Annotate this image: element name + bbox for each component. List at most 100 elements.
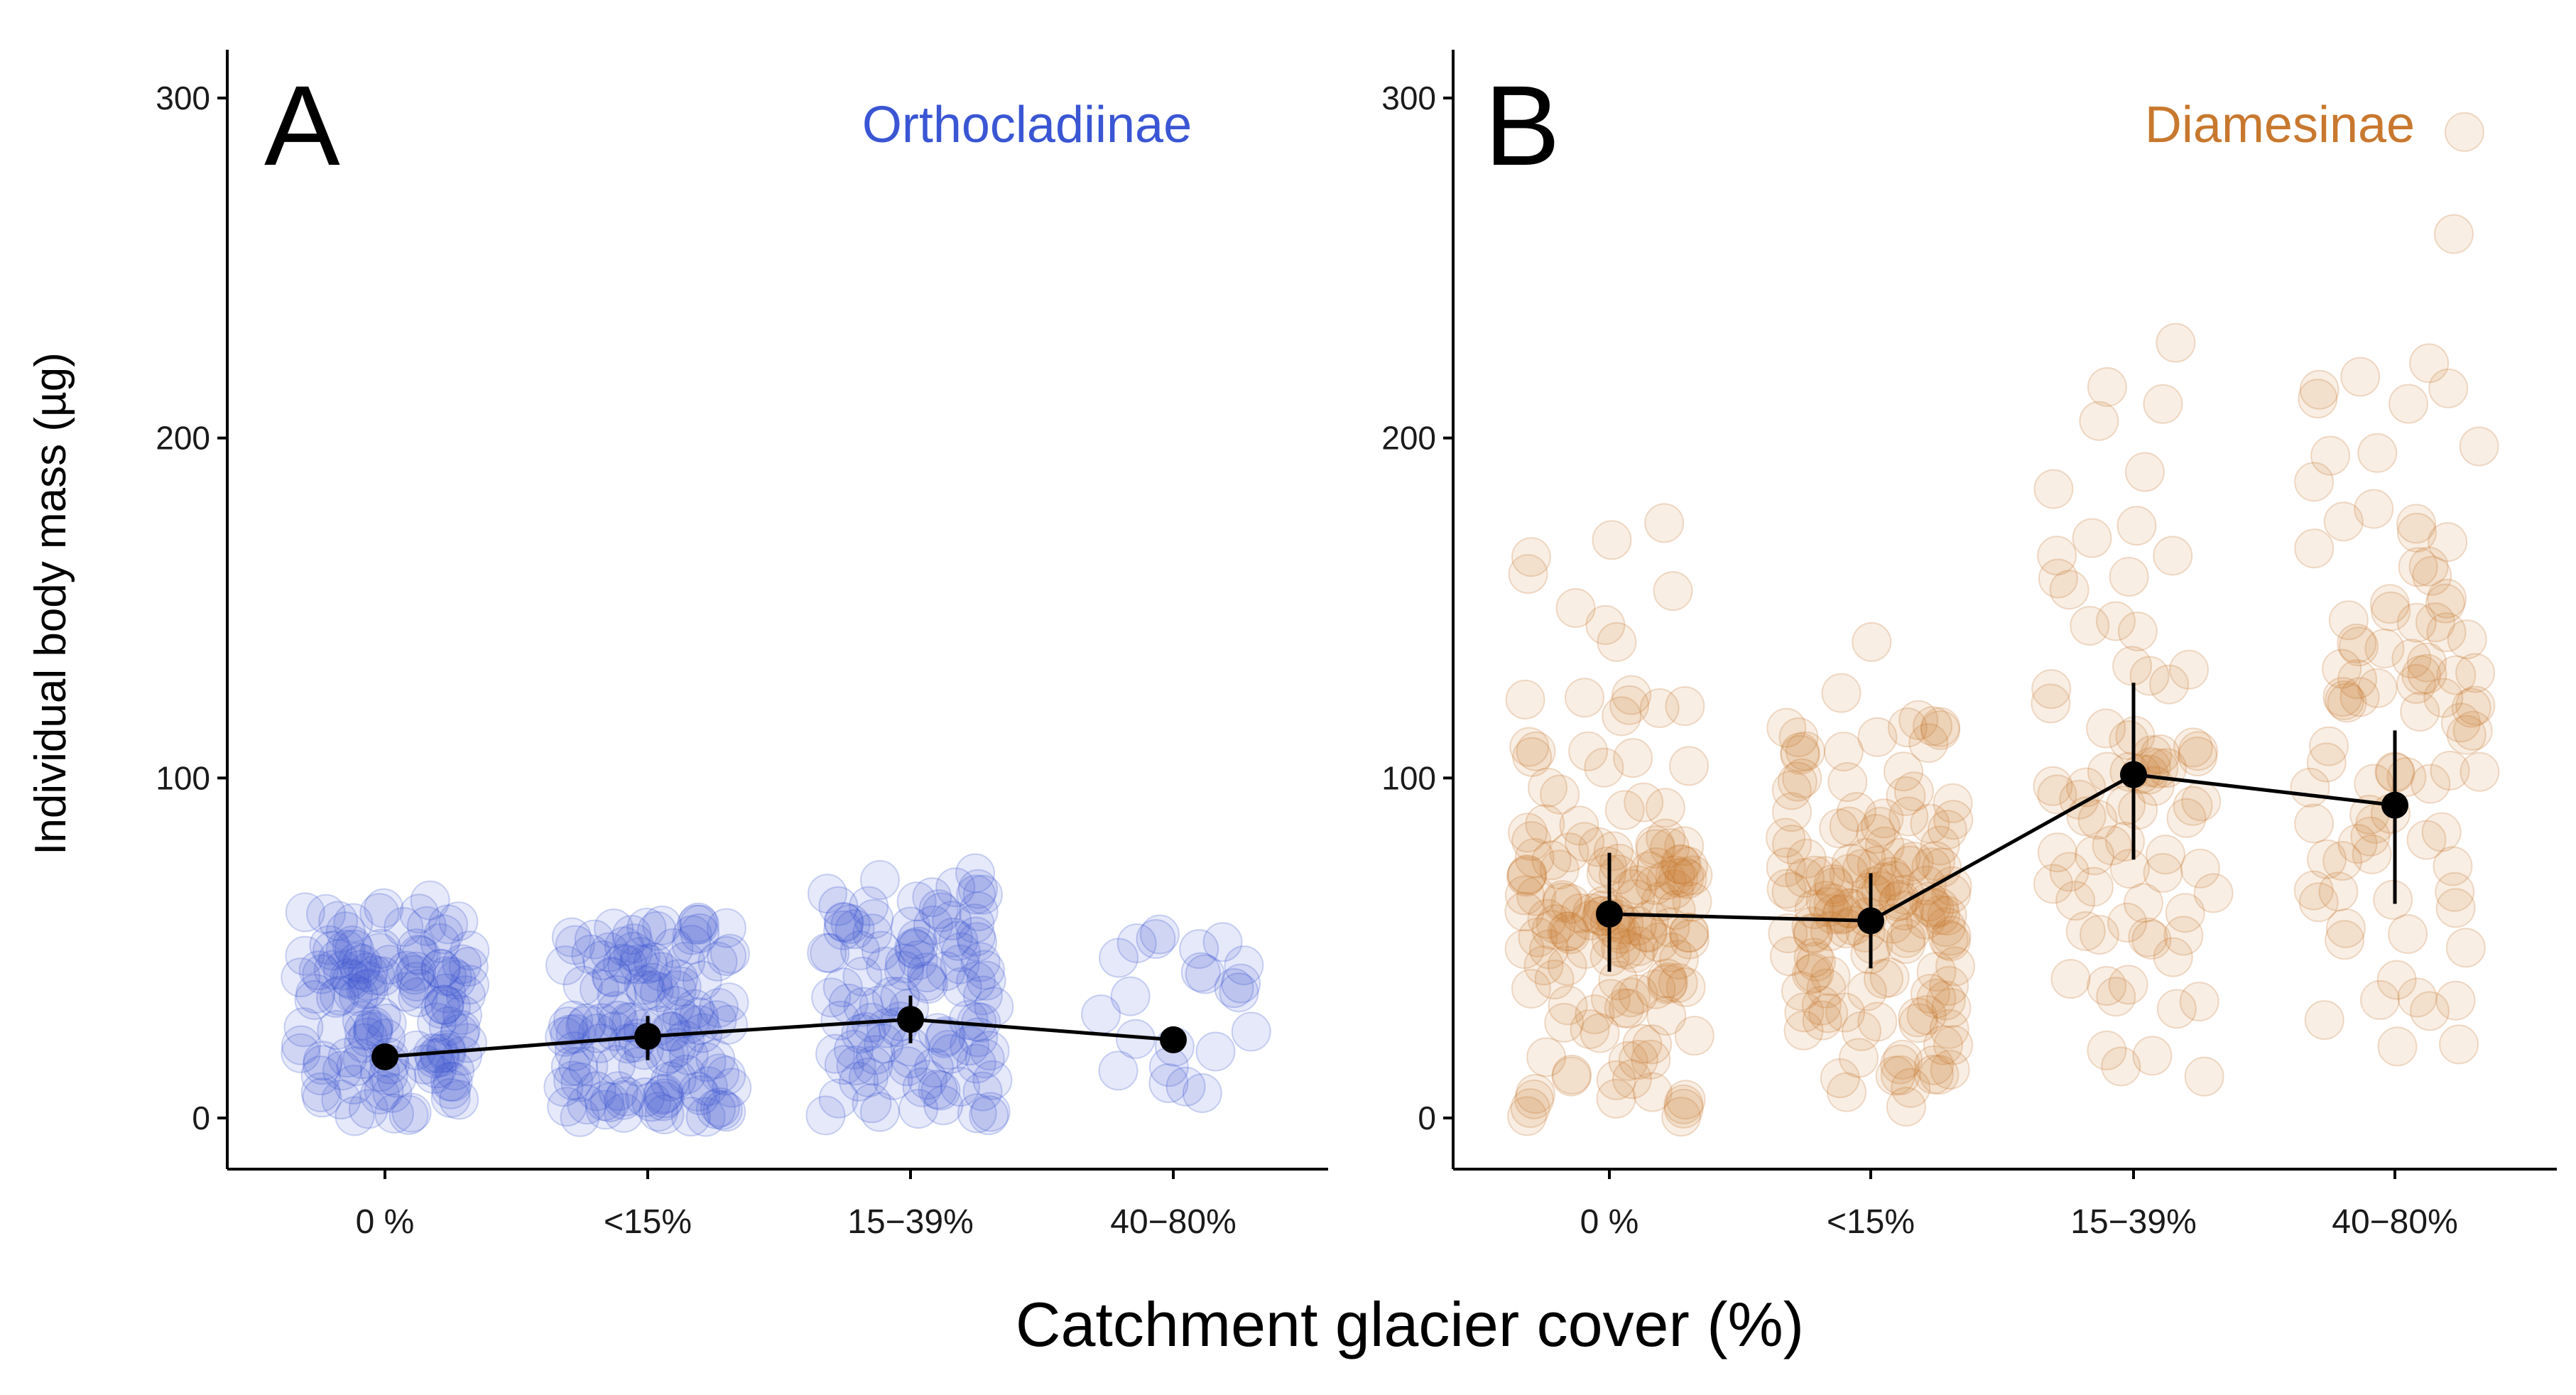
points-group	[1504, 112, 2500, 1137]
data-point	[2101, 1046, 2141, 1087]
data-point	[699, 987, 739, 1028]
data-point	[1771, 872, 1812, 912]
data-point	[2086, 708, 2126, 749]
data-point	[2310, 435, 2351, 476]
data-point	[560, 1062, 601, 1102]
data-point	[859, 985, 899, 1026]
data-point	[2436, 655, 2477, 695]
data-point	[2077, 799, 2118, 840]
x-tick-label: 40−80%	[1110, 1203, 1237, 1241]
data-point	[420, 948, 461, 989]
data-point	[396, 1030, 437, 1070]
data-point	[1601, 928, 1641, 968]
data-point	[634, 942, 674, 982]
data-point	[598, 1071, 638, 1112]
data-point	[2149, 664, 2190, 705]
data-point	[818, 1078, 859, 1119]
data-point	[2396, 663, 2437, 704]
data-point	[2168, 649, 2209, 690]
data-point	[1925, 907, 1966, 948]
data-point	[1883, 751, 1923, 792]
data-point	[1632, 1072, 1673, 1112]
data-point	[923, 1085, 964, 1126]
panel-b: 0 100 200 300 0 % <15% 15−39% 40−80% B Diamesinae	[1381, 50, 2557, 1241]
data-point	[855, 1035, 896, 1075]
data-point	[1880, 1055, 1920, 1095]
data-point	[957, 1093, 997, 1134]
data-point	[589, 1082, 630, 1123]
data-point	[1930, 1050, 1970, 1090]
data-point	[553, 1000, 594, 1041]
data-point	[424, 984, 464, 1025]
data-point	[2388, 384, 2429, 424]
data-point	[1906, 899, 1946, 940]
data-point	[604, 926, 644, 967]
data-point	[1549, 911, 1589, 952]
data-point	[818, 886, 859, 926]
data-point	[852, 913, 893, 954]
data-point	[1814, 867, 1854, 908]
data-point	[359, 893, 400, 933]
data-point	[642, 1075, 683, 1115]
data-point	[607, 945, 648, 985]
data-point	[1864, 798, 1904, 839]
data-point	[2075, 835, 2115, 876]
data-point	[396, 928, 437, 969]
data-point	[896, 881, 937, 922]
data-point	[1916, 978, 1957, 1019]
data-point	[2299, 369, 2339, 410]
data-point	[2350, 816, 2391, 857]
data-point	[1618, 974, 1658, 1014]
data-point	[440, 1009, 481, 1050]
data-point	[1231, 1011, 1271, 1052]
data-point	[2037, 536, 2077, 576]
data-point	[678, 1071, 718, 1112]
data-point	[1913, 1054, 1954, 1095]
data-point	[671, 924, 712, 965]
data-point	[1793, 913, 1833, 953]
data-point	[1542, 882, 1582, 923]
data-point	[2401, 655, 2442, 695]
data-point	[956, 961, 996, 1002]
data-point	[1548, 985, 1588, 1026]
data-point	[1639, 688, 1680, 729]
data-point	[1881, 837, 1921, 878]
data-point	[565, 1006, 606, 1046]
data-point	[1631, 1039, 1671, 1080]
data-point	[2435, 872, 2475, 912]
data-point	[1664, 826, 1705, 867]
data-point	[1534, 960, 1575, 1000]
data-point	[823, 910, 864, 950]
data-point	[2409, 343, 2450, 384]
data-point	[1507, 1096, 1548, 1136]
data-point	[2156, 322, 2196, 363]
data-point	[1890, 845, 1930, 886]
data-point	[1874, 860, 1914, 901]
y-tick-label: 100	[1381, 759, 1436, 796]
data-point	[2096, 977, 2136, 1017]
data-point	[665, 1020, 705, 1060]
data-point	[1772, 792, 1813, 832]
data-point	[1793, 938, 1834, 978]
data-point	[697, 941, 738, 982]
data-point	[1511, 537, 1551, 577]
data-point	[957, 922, 997, 962]
data-point	[1827, 1072, 1867, 1112]
data-point	[401, 935, 441, 976]
data-point	[398, 934, 439, 975]
data-point	[1618, 1040, 1658, 1080]
data-point	[2398, 547, 2438, 587]
x-tick-label: 15−39%	[847, 1203, 974, 1241]
data-point	[1608, 1041, 1648, 1081]
data-point	[1927, 896, 1967, 936]
data-point	[1802, 1000, 1842, 1041]
data-point	[2065, 911, 2106, 951]
data-point	[1224, 945, 1264, 986]
data-point	[1898, 1003, 1939, 1043]
data-point	[295, 974, 336, 1014]
data-point	[1920, 825, 1960, 866]
data-point	[639, 972, 680, 1013]
data-point	[1615, 879, 1656, 919]
data-point	[352, 1009, 393, 1050]
data-point	[894, 928, 935, 968]
